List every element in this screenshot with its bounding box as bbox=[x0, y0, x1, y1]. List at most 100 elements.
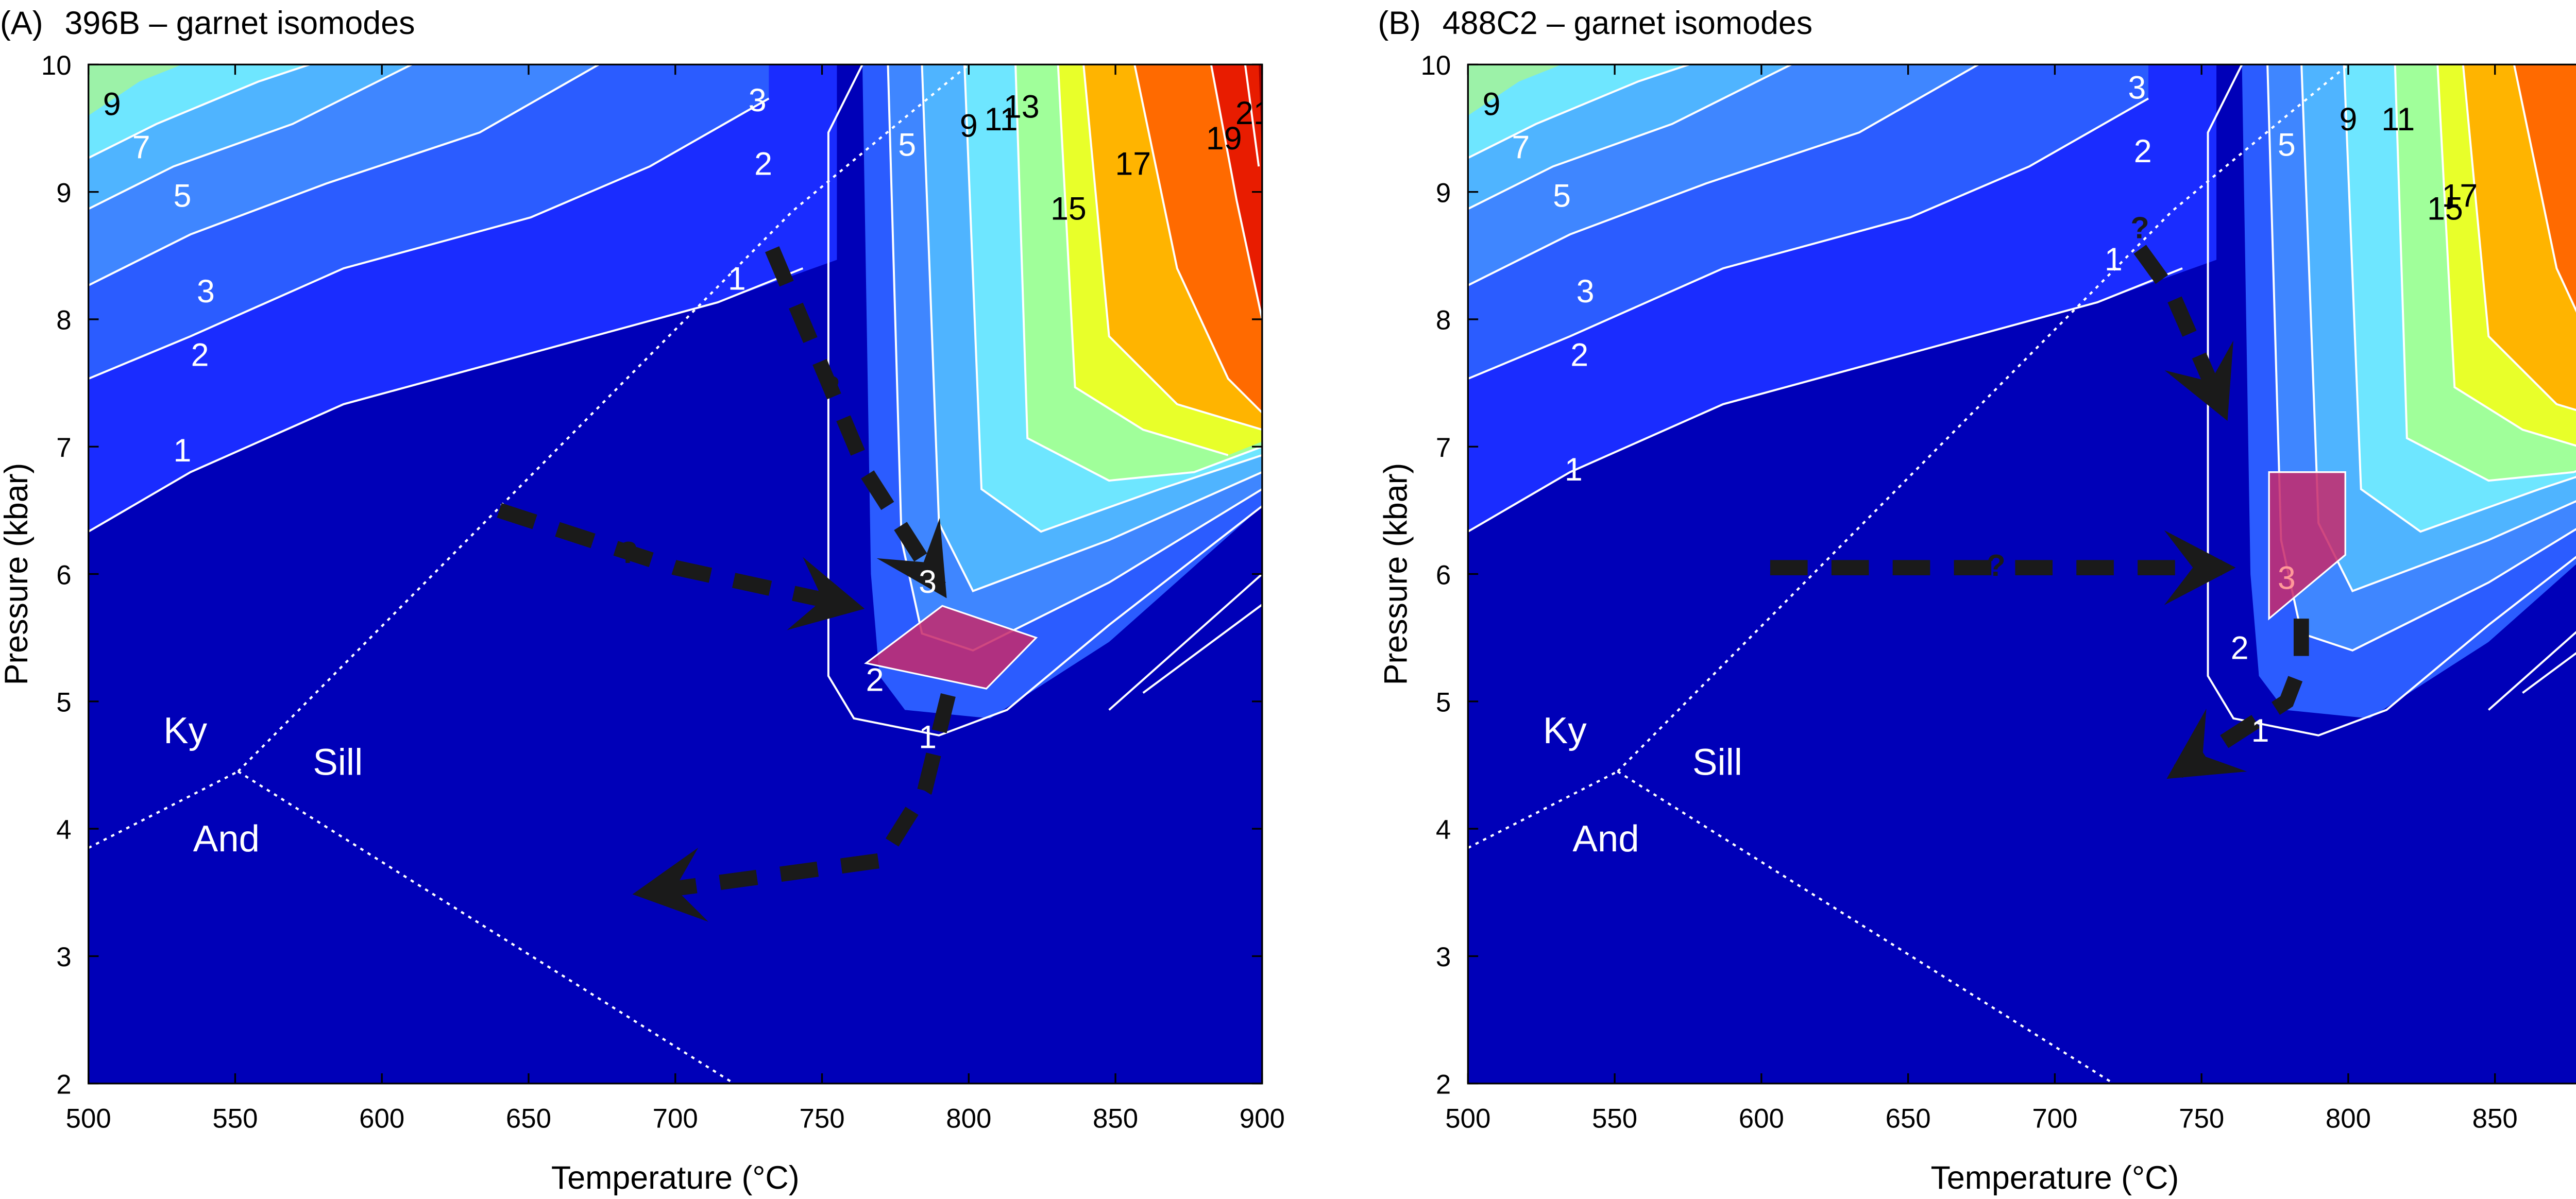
y-axis-label: Pressure (kbar) bbox=[0, 463, 35, 686]
isomode-label: 2 bbox=[866, 662, 884, 698]
isomode-label: 1 bbox=[728, 261, 746, 297]
y-tick-label: 3 bbox=[56, 942, 71, 972]
isomode-line bbox=[2522, 652, 2576, 694]
isomode-label: 1 bbox=[2105, 242, 2123, 278]
y-tick-label: 7 bbox=[56, 433, 71, 463]
isomode-label: 7 bbox=[1512, 130, 1530, 166]
field-label: Sill bbox=[1692, 742, 1742, 783]
path-question-mark: ? bbox=[821, 370, 840, 404]
pt-path bbox=[645, 693, 956, 900]
path-question-mark: ? bbox=[1987, 548, 2005, 583]
isomode-line bbox=[1244, 64, 1260, 167]
isomode-line bbox=[88, 64, 310, 159]
field-label: Sill bbox=[313, 742, 363, 783]
pt-path bbox=[765, 246, 946, 591]
field-label: Ky bbox=[163, 710, 207, 751]
x-tick-label: 550 bbox=[1592, 1104, 1637, 1134]
isomode-line bbox=[2207, 64, 2576, 736]
isomode-label: 9 bbox=[1482, 87, 1500, 123]
pt-path-arrowhead bbox=[2164, 530, 2236, 605]
pt-path bbox=[2174, 619, 2309, 778]
isomode-label: 11 bbox=[2381, 101, 2415, 138]
isomode-label: 3 bbox=[1577, 273, 1595, 310]
isomode-label: 15 bbox=[2427, 191, 2463, 227]
isomode-line bbox=[1057, 64, 1229, 456]
isomode-label: 15 bbox=[1050, 191, 1087, 227]
x-tick-label: 500 bbox=[66, 1104, 111, 1134]
isomode-bands bbox=[88, 64, 1262, 718]
pt-path-arrowhead bbox=[2166, 709, 2247, 779]
isomode-lines bbox=[1468, 64, 2576, 736]
isomode-label: 19 bbox=[1206, 121, 1242, 157]
isomode-label: 3 bbox=[749, 82, 767, 118]
isomode-label: 2 bbox=[1570, 337, 1588, 373]
x-tick-label: 550 bbox=[212, 1104, 258, 1134]
pt-path-arrowhead bbox=[787, 557, 865, 630]
isomode-label: 3 bbox=[2278, 560, 2296, 596]
isomode-line bbox=[1142, 604, 1262, 694]
isomode-label: 9 bbox=[2339, 101, 2357, 138]
y-tick-label: 9 bbox=[56, 178, 71, 208]
pt-paths bbox=[1770, 245, 2309, 779]
x-axis-label: Temperature (°C) bbox=[1931, 1160, 2179, 1196]
pt-estimate-box bbox=[864, 605, 1038, 690]
isomode-label: 7 bbox=[132, 130, 150, 166]
isomode-labels: 9753213215911171519321 bbox=[1482, 70, 2478, 749]
pt-path-arrowhead bbox=[632, 847, 708, 922]
isomode-line bbox=[2462, 64, 2576, 412]
isomode-line bbox=[2488, 631, 2576, 711]
x-tick-label: 900 bbox=[1240, 1104, 1285, 1134]
y-tick-label: 4 bbox=[1436, 815, 1451, 845]
path-question-mark: ? bbox=[2130, 211, 2149, 245]
panel-title: 488C2 – garnet isomodes bbox=[1443, 5, 1812, 41]
isomode-band bbox=[1468, 64, 1689, 158]
reaction-line bbox=[1468, 770, 1618, 849]
isomode-line bbox=[2266, 64, 2576, 652]
panel-label: (B) bbox=[1378, 5, 1421, 41]
x-tick-label: 750 bbox=[2179, 1104, 2224, 1134]
y-axis: 2 3 4 5 6 7 8 9 10 bbox=[1421, 50, 1479, 1100]
isomode-line bbox=[88, 64, 412, 210]
y-tick-label: 5 bbox=[56, 688, 71, 718]
x-tick-label: 700 bbox=[2032, 1104, 2077, 1134]
isomode-line bbox=[1468, 64, 1792, 210]
isomode-label: 5 bbox=[2278, 127, 2296, 163]
x-tick-label: 600 bbox=[1739, 1104, 1784, 1134]
isomode-bands bbox=[1468, 64, 2576, 718]
isomode-band bbox=[2514, 64, 2576, 311]
path-question-mark: ? bbox=[619, 535, 637, 570]
panel-title: 396B – garnet isomodes bbox=[64, 5, 415, 41]
isomode-line bbox=[1468, 64, 1979, 286]
isomode-line bbox=[1468, 267, 2183, 533]
isomode-label: 5 bbox=[898, 127, 916, 163]
isomode-label: 3 bbox=[2128, 70, 2146, 106]
aluminosilicate-lines bbox=[1468, 64, 2349, 1084]
isomode-line bbox=[2394, 64, 2576, 482]
x-tick-label: 700 bbox=[653, 1104, 698, 1134]
isomode-label: 2 bbox=[754, 146, 772, 182]
isomode-label: 1 bbox=[1565, 452, 1583, 488]
y-tick-label: 8 bbox=[56, 305, 71, 336]
y-axis: 2 3 4 5 6 7 8 9 10 bbox=[41, 50, 1262, 1100]
isomode-label: 3 bbox=[197, 273, 215, 310]
pt-paths bbox=[497, 246, 956, 922]
x-tick-label: 850 bbox=[1093, 1104, 1138, 1134]
isomode-line bbox=[921, 64, 1262, 592]
y-tick-label: 10 bbox=[41, 50, 72, 81]
field-label: Ky bbox=[1543, 710, 1587, 751]
isomode-line bbox=[2343, 64, 2576, 533]
isomode-line bbox=[1468, 97, 2149, 380]
y-tick-label: 7 bbox=[1436, 433, 1451, 463]
isomode-label: 1 bbox=[2251, 713, 2269, 749]
isomode-label: 5 bbox=[173, 178, 191, 214]
x-tick-label: 850 bbox=[2472, 1104, 2518, 1134]
x-tick-label: 750 bbox=[799, 1104, 844, 1134]
y-tick-label: 5 bbox=[1436, 688, 1451, 718]
y-tick-label: 2 bbox=[56, 1070, 71, 1100]
field-label: And bbox=[1572, 818, 1639, 860]
x-tick-label: 800 bbox=[946, 1104, 991, 1134]
